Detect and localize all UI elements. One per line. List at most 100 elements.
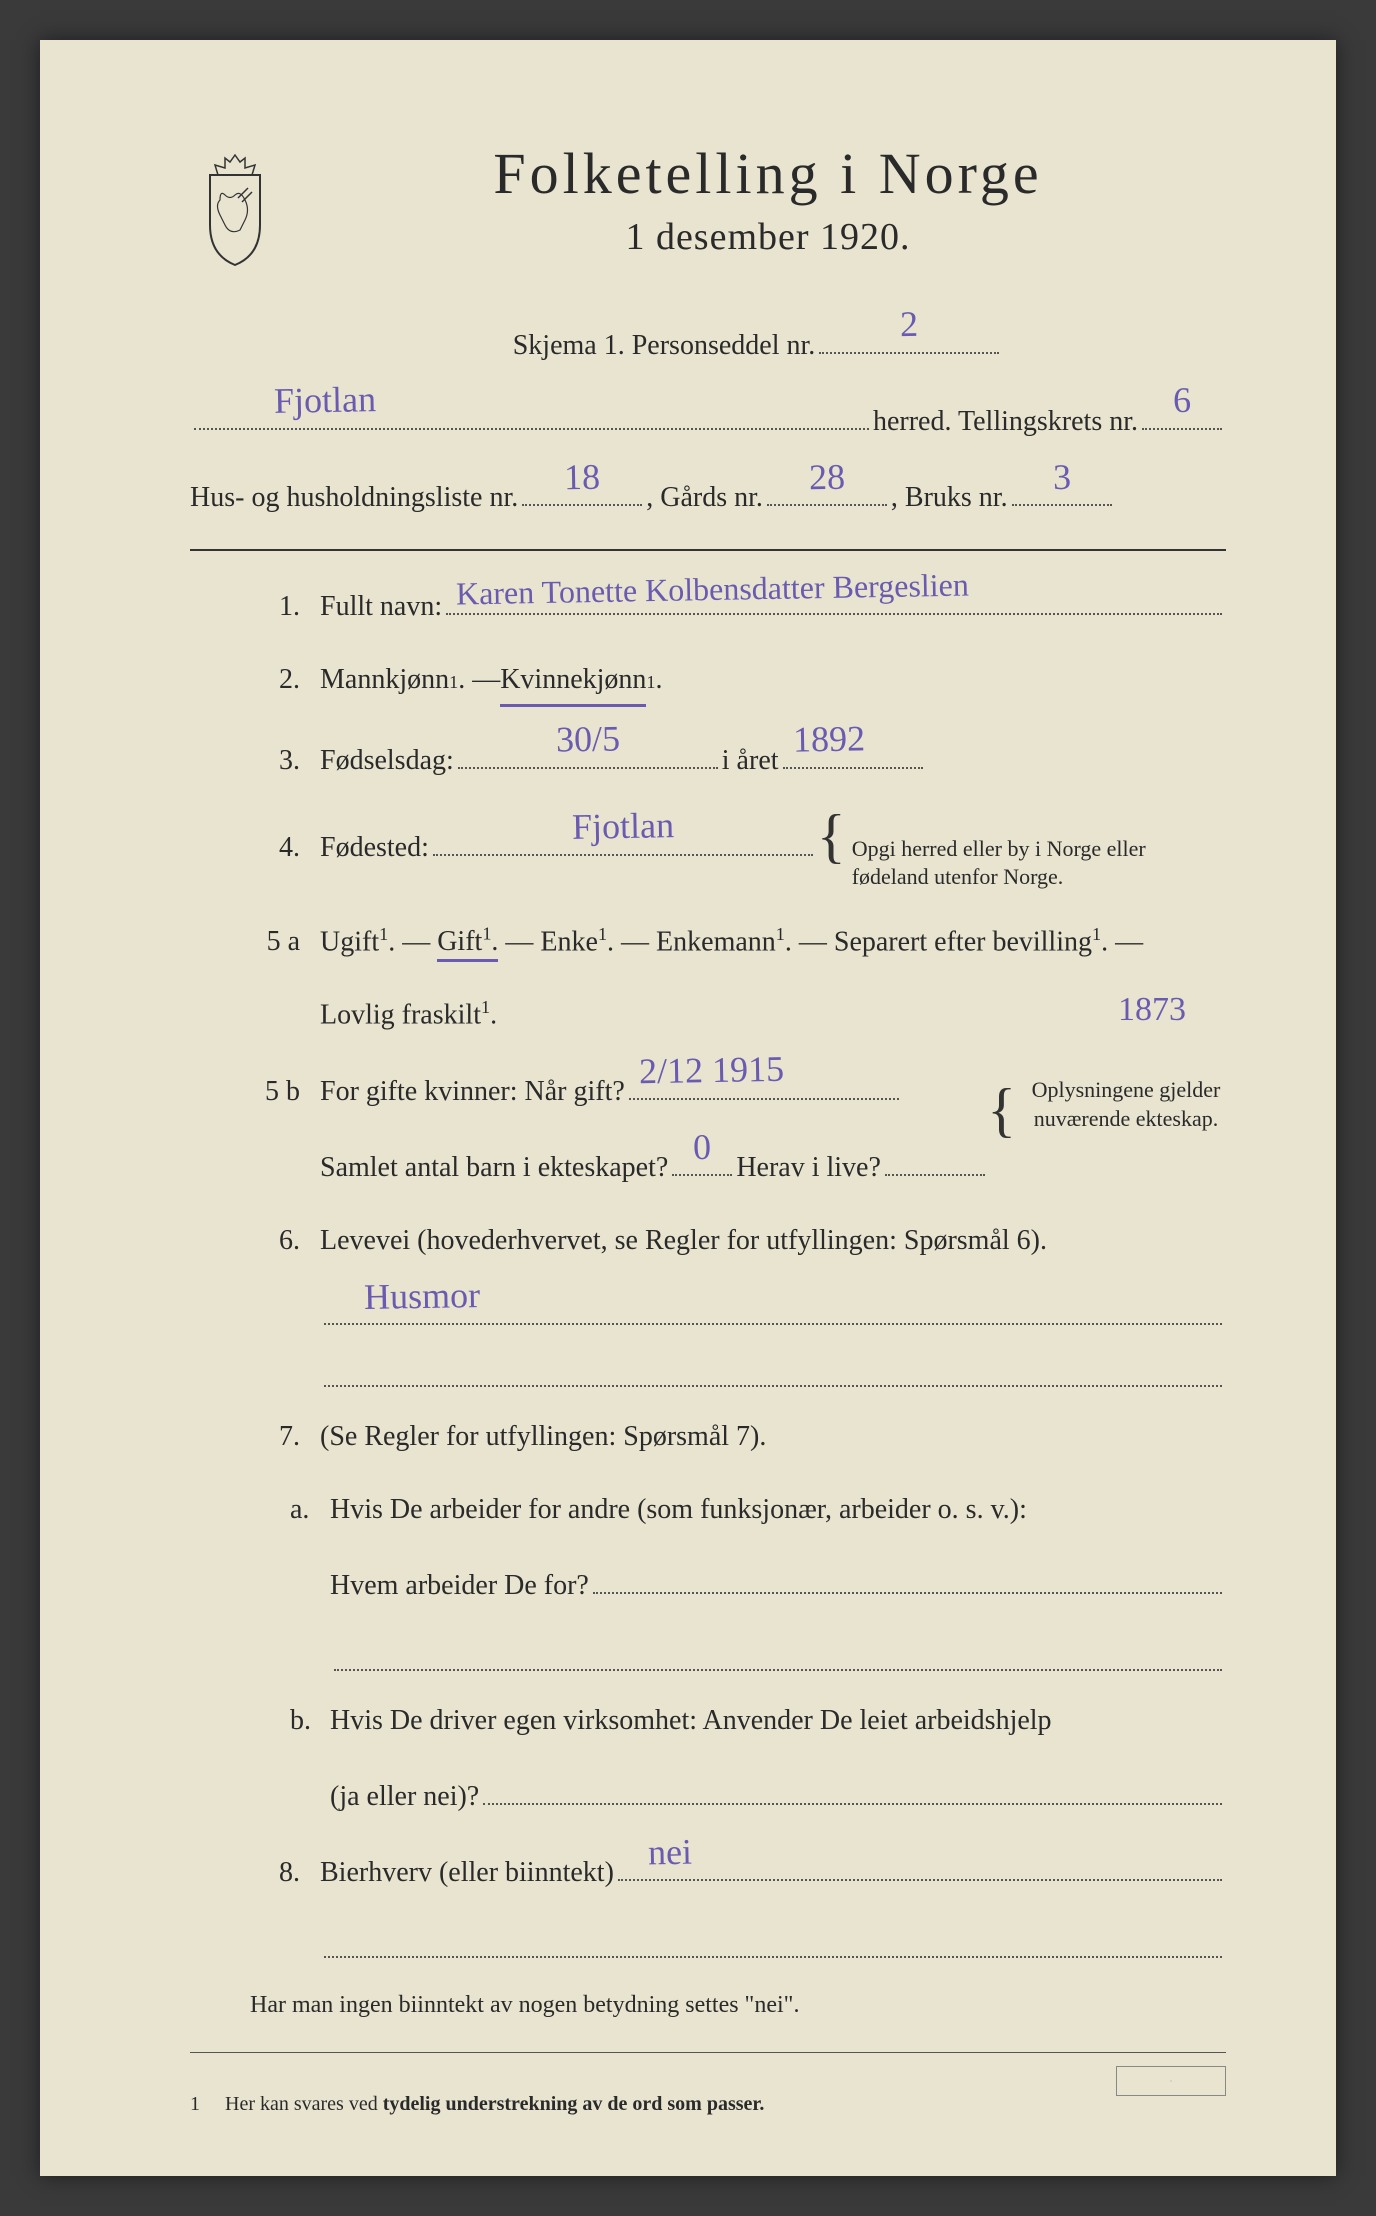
q5b-num: 5 b: [250, 1070, 300, 1115]
q2-sup2: 1: [646, 668, 655, 697]
q5a-opts2: Lovlig fraskilt1.: [320, 993, 497, 1038]
divider: [190, 549, 1226, 551]
personseddel-field: 2: [819, 320, 999, 354]
q8-num: 8.: [250, 1851, 300, 1896]
tellingskrets-value: 6: [1172, 372, 1191, 430]
q8-field2: [324, 1924, 1222, 1958]
form-body: Skjema 1. Personseddel nr. 2 Fjotlan her…: [190, 320, 1226, 2116]
q5b-barn-field: 0: [672, 1143, 732, 1177]
q8-label: Bierhverv (eller biinntekt): [320, 1851, 614, 1896]
q4-value: Fjotlan: [571, 797, 674, 856]
q5a-margin: 1873: [1118, 983, 1186, 1037]
hus-line: Hus- og husholdningsliste nr. 18 , Gårds…: [190, 473, 1226, 521]
q3-year-field: 1892: [783, 735, 923, 769]
q3-year: 1892: [792, 711, 865, 770]
q8-field: nei: [618, 1848, 1222, 1882]
hus-value: 18: [564, 448, 601, 506]
q1-field: Karen Tonette Kolbensdatter Bergeslien: [446, 581, 1222, 615]
q4-note: Opgi herred eller by i Norge eller fødel…: [852, 835, 1226, 892]
q5b-note: Oplysningene gjelder nuværende ekteskap.: [1026, 1076, 1226, 1133]
q8-value: nei: [647, 1823, 692, 1881]
q7-num: 7.: [250, 1415, 300, 1460]
q4-line: 4. Fødested: Fjotlan { Opgi herred eller…: [190, 812, 1226, 892]
q7a-line2: Hvem arbeider De for?: [190, 1561, 1226, 1609]
gards-label: , Gårds nr.: [646, 476, 763, 521]
q7a-field2: [334, 1637, 1222, 1671]
skjema-label: Skjema 1. Personseddel nr.: [513, 324, 816, 369]
coat-of-arms-icon: [190, 150, 280, 270]
q7-label: (Se Regler for utfyllingen: Spørsmål 7).: [320, 1415, 766, 1460]
q3-day-field: 30/5: [458, 735, 718, 769]
tellingskrets-field: 6: [1142, 396, 1222, 430]
main-title: Folketelling i Norge: [310, 140, 1226, 207]
q3-day: 30/5: [555, 711, 620, 770]
herred-line: Fjotlan herred. Tellingskrets nr. 6: [190, 396, 1226, 444]
q4-num: 4.: [250, 826, 300, 871]
q3-mid: i året: [722, 739, 779, 784]
hus-label: Hus- og husholdningsliste nr.: [190, 476, 518, 521]
q5b-label: For gifte kvinner: Når gift?: [320, 1070, 625, 1115]
herred-value: Fjotlan: [274, 372, 377, 431]
q7a-line: a. Hvis De arbeider for andre (som funks…: [190, 1488, 1226, 1533]
q5b-gift: 2/12 1915: [638, 1041, 784, 1101]
q7b-field: [483, 1771, 1222, 1805]
herred-label: herred. Tellingskrets nr.: [873, 400, 1138, 445]
q5b-gift-field: 2/12 1915: [629, 1066, 899, 1100]
q5b-line2: Samlet antal barn i ekteskapet? 0 Herav …: [190, 1143, 1226, 1191]
q2-line: 2. Mannkjønn1 . — Kvinnekjønn1.: [190, 658, 1226, 708]
q5b-line: 5 b For gifte kvinner: Når gift? 2/12 19…: [190, 1066, 1226, 1114]
q2-sep: . —: [458, 658, 500, 703]
gards-value: 28: [808, 448, 845, 506]
herred-field: Fjotlan: [194, 396, 869, 430]
q6-field2: [324, 1353, 1222, 1387]
q6-line: 6. Levevei (hovederhvervet, se Regler fo…: [190, 1219, 1226, 1264]
bruks-value: 3: [1052, 449, 1071, 507]
header: Folketelling i Norge 1 desember 1920.: [190, 140, 1226, 270]
divider-thin: [190, 2052, 1226, 2053]
gards-field: 28: [767, 473, 887, 507]
q7a-blank: [190, 1637, 1226, 1671]
title-block: Folketelling i Norge 1 desember 1920.: [310, 140, 1226, 259]
q7a-label: a.: [290, 1488, 330, 1533]
q7b-line2: (ja eller nei)?: [190, 1771, 1226, 1819]
q7b-label: b.: [290, 1699, 330, 1744]
q5a-opts: Ugift1. — Gift1. — Enke1. — Enkemann1. —…: [320, 920, 1143, 965]
q2-mann: Mannkjønn: [320, 658, 449, 703]
q2-num: 2.: [250, 658, 300, 703]
q5b-live-field: [885, 1143, 985, 1177]
q5a-line: 5 a Ugift1. — Gift1. — Enke1. — Enkemann…: [190, 920, 1226, 965]
q1-label: Fullt navn:: [320, 585, 442, 630]
q2-sup1: 1: [449, 668, 458, 697]
q7a-text2: Hvem arbeider De for?: [330, 1564, 589, 1609]
q5b-label3: Herav i live?: [736, 1146, 881, 1191]
footer-note1: Har man ingen biinntekt av nogen betydni…: [190, 1986, 1226, 2024]
bruks-field: 3: [1012, 473, 1112, 507]
q5a-num: 5 a: [250, 920, 300, 965]
skjema-line: Skjema 1. Personseddel nr. 2: [290, 320, 1226, 368]
footnote-num: 1: [190, 2093, 200, 2115]
census-form-page: Folketelling i Norge 1 desember 1920. Sk…: [40, 40, 1336, 2176]
q1-value: Karen Tonette Kolbensdatter Bergeslien: [456, 559, 970, 619]
q1-num: 1.: [250, 585, 300, 630]
q7a-field: [593, 1561, 1222, 1595]
brace-icon: {: [817, 812, 846, 860]
footnote-text: Her kan svares ved tydelig understreknin…: [225, 2093, 764, 2115]
q6-label: Levevei (hovederhvervet, se Regler for u…: [320, 1219, 1047, 1264]
printer-stamp: ·: [1116, 2066, 1226, 2096]
subtitle: 1 desember 1920.: [310, 215, 1226, 259]
q6-value: Husmor: [364, 1267, 481, 1327]
q5b-label2: Samlet antal barn i ekteskapet?: [320, 1146, 668, 1191]
personseddel-value: 2: [900, 296, 919, 354]
q6-num: 6.: [250, 1219, 300, 1264]
q7b-line: b. Hvis De driver egen virksomhet: Anven…: [190, 1699, 1226, 1744]
q3-label: Fødselsdag:: [320, 739, 454, 784]
brace-icon: {: [987, 1086, 1016, 1134]
q6-blank-line: [190, 1353, 1226, 1387]
q6-field: Husmor: [324, 1292, 1222, 1326]
q7-line: 7. (Se Regler for utfyllingen: Spørsmål …: [190, 1415, 1226, 1460]
q6-value-line: Husmor: [190, 1292, 1226, 1326]
q7a-text1: Hvis De arbeider for andre (som funksjon…: [330, 1488, 1027, 1533]
q7b-text2: (ja eller nei)?: [330, 1775, 479, 1820]
q3-line: 3. Fødselsdag: 30/5 i året 1892: [190, 735, 1226, 783]
q5a-line2: Lovlig fraskilt1. 1873: [190, 993, 1226, 1038]
